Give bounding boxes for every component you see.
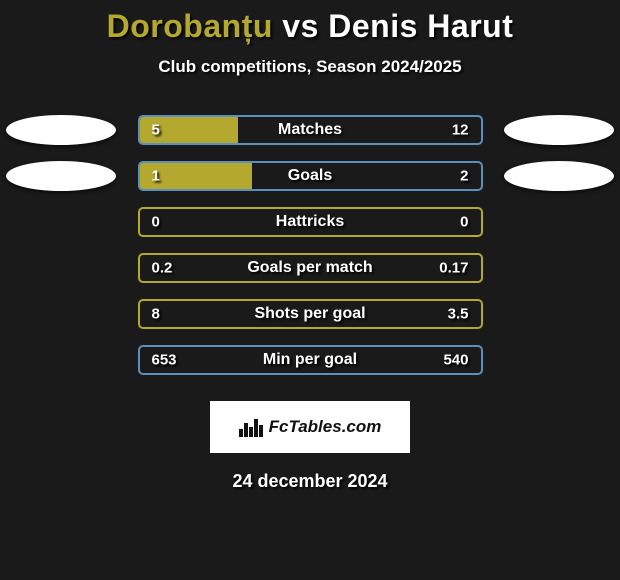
stat-label: Min per goal (263, 351, 357, 369)
brand-chart-icon (239, 417, 263, 437)
player1-badge (6, 161, 116, 191)
stat-label: Matches (278, 121, 342, 139)
stat-bar: 1 Goals 2 (138, 161, 483, 191)
stat-value-player2: 2 (460, 168, 468, 185)
stat-value-player2: 0 (460, 214, 468, 231)
stat-value-player1: 8 (152, 306, 160, 323)
date: 24 december 2024 (0, 471, 620, 492)
stat-value-player1: 5 (152, 122, 160, 139)
page-title: Dorobanțu vs Denis Harut (0, 8, 620, 45)
subtitle: Club competitions, Season 2024/2025 (0, 57, 620, 77)
stat-bar: 0.2 Goals per match 0.17 (138, 253, 483, 283)
stat-value-player2: 12 (452, 122, 469, 139)
stat-bar: 8 Shots per goal 3.5 (138, 299, 483, 329)
stat-value-player1: 0.2 (152, 260, 173, 277)
player1-name: Dorobanțu (107, 8, 273, 44)
stat-row: 653 Min per goal 540 (0, 337, 620, 383)
stat-label: Goals (288, 167, 332, 185)
stat-row: 0.2 Goals per match 0.17 (0, 245, 620, 291)
stat-row: 5 Matches 12 (0, 107, 620, 153)
title-vs: vs (282, 8, 319, 44)
stat-row: 0 Hattricks 0 (0, 199, 620, 245)
player2-badge (504, 115, 614, 145)
stat-value-player2: 540 (443, 352, 468, 369)
stat-bar: 0 Hattricks 0 (138, 207, 483, 237)
stats-rows: 5 Matches 12 1 Goals 2 0 Hattricks 0 0.2 Goals per… (0, 107, 620, 383)
stat-row: 8 Shots per goal 3.5 (0, 291, 620, 337)
player2-badge (504, 161, 614, 191)
stat-bar: 653 Min per goal 540 (138, 345, 483, 375)
player2-name: Denis Harut (328, 8, 513, 44)
player1-badge (6, 115, 116, 145)
stat-value-player1: 1 (152, 168, 160, 185)
stat-value-player2: 0.17 (439, 260, 468, 277)
brand-box: FcTables.com (210, 401, 410, 453)
brand-text: FcTables.com (269, 417, 382, 437)
stat-row: 1 Goals 2 (0, 153, 620, 199)
stat-label: Goals per match (247, 259, 372, 277)
stat-label: Shots per goal (254, 305, 365, 323)
stat-label: Hattricks (276, 213, 344, 231)
stat-value-player2: 3.5 (448, 306, 469, 323)
comparison-widget: Dorobanțu vs Denis Harut Club competitio… (0, 0, 620, 492)
stat-value-player1: 653 (152, 352, 177, 369)
stat-value-player1: 0 (152, 214, 160, 231)
stat-bar: 5 Matches 12 (138, 115, 483, 145)
